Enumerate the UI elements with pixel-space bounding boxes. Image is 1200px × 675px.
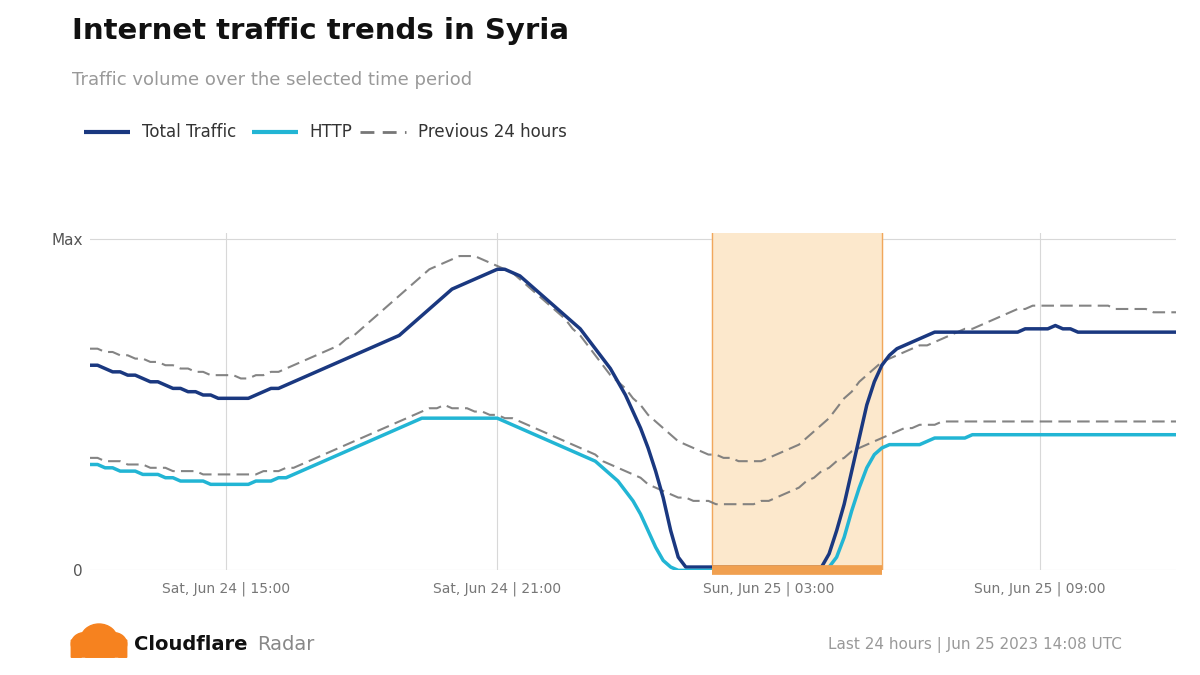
Text: Cloudflare: Cloudflare [134, 635, 248, 654]
Text: Internet traffic trends in Syria: Internet traffic trends in Syria [72, 17, 569, 45]
Bar [712, 233, 882, 570]
Text: Total Traffic: Total Traffic [142, 123, 236, 140]
Text: Last 24 hours | Jun 25 2023 14:08 UTC: Last 24 hours | Jun 25 2023 14:08 UTC [828, 637, 1122, 653]
Text: Radar: Radar [257, 635, 314, 654]
Text: Previous 24 hours: Previous 24 hours [418, 123, 566, 140]
Circle shape [101, 632, 127, 655]
Text: HTTP: HTTP [310, 123, 353, 140]
Circle shape [71, 632, 97, 655]
Circle shape [80, 624, 118, 656]
Text: Traffic volume over the selected time period: Traffic volume over the selected time pe… [72, 71, 472, 89]
FancyBboxPatch shape [71, 640, 127, 657]
